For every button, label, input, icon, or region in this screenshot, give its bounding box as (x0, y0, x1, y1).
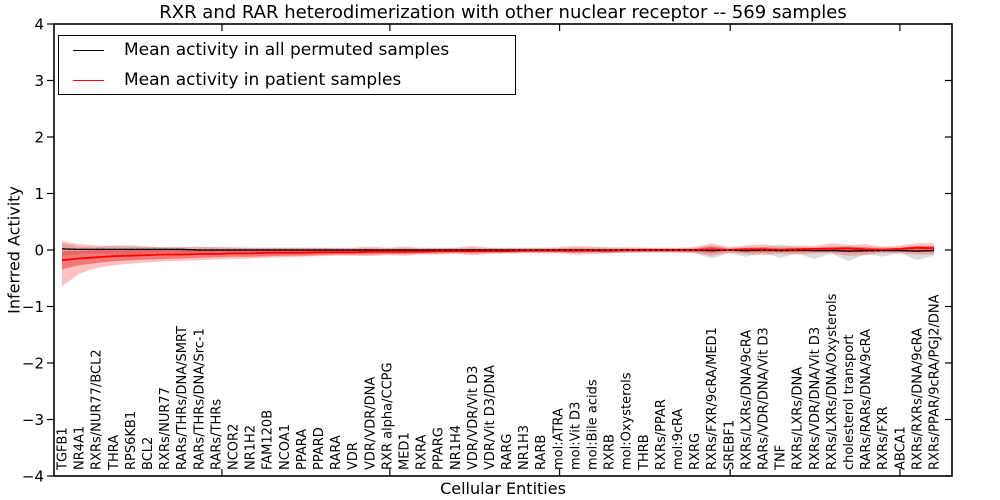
x-tick-label: RXRs/NUR77/BCL2 (90, 349, 105, 470)
x-tick-label: RXRs/RXRs/DNA/9cRA (910, 328, 925, 470)
x-tick-label: RXRs/LXRs/DNA (791, 367, 806, 470)
patient-samples-inner-band-fill (62, 246, 934, 270)
y-tick-label: 3 (34, 72, 44, 90)
x-tick-label: mol:Bile acids (586, 379, 601, 470)
x-tick-label: mol:9cRA (671, 408, 686, 470)
x-tick-label: RXRs/PPAR (654, 399, 669, 470)
x-tick-label: PPARD (312, 427, 327, 470)
x-tick-label: VDR (346, 442, 361, 470)
x-tick-label: RXRs/PPAR/9cRA/PGJ2/DNA (928, 294, 943, 470)
x-tick-label: THRB (637, 434, 652, 471)
x-tick-label: THRA (107, 435, 122, 471)
x-tick-label: SREBF1 (722, 420, 737, 470)
y-tick-label: −4 (22, 467, 44, 485)
y-tick-label: −1 (22, 298, 44, 316)
x-tick-label: ABCA1 (893, 426, 908, 470)
patient-mean-line (61, 246, 935, 262)
x-tick-label: RARs/THRs/DNA/SMRT (175, 326, 190, 470)
chart-title: RXR and RAR heterodimerization with othe… (159, 2, 847, 23)
y-tick-label: 0 (34, 241, 44, 259)
x-tick-label: mol:ATRA (551, 408, 566, 470)
legend: Mean activity in all permuted samples Me… (58, 35, 516, 95)
y-axis-title: Inferred Activity (4, 186, 24, 314)
x-tick-label: RXRs/FXR (876, 406, 891, 470)
x-tick-label: NCOA1 (278, 424, 293, 470)
x-tick-label: RPS6KB1 (124, 411, 139, 470)
x-axis-title: Cellular Entities (440, 479, 566, 498)
x-tick-label: RARs/THRs (209, 399, 224, 470)
x-tick-label: NR1H3 (517, 425, 532, 470)
legend-label: Mean activity in patient samples (124, 70, 402, 90)
legend-entry-patient: Mean activity in patient samples (59, 67, 515, 93)
legend-line-sample-red (73, 79, 104, 81)
y-tick-label: −2 (22, 354, 44, 372)
x-tick-label: TNF (774, 445, 789, 471)
x-tick-label: mol:Oxysterols (620, 372, 635, 470)
x-tick-label: NCOR2 (226, 424, 241, 470)
x-tick-label: cholesterol transport (842, 334, 857, 470)
x-tick-label: RXRs/LXRs/DNA/Oxysterols (825, 293, 840, 470)
x-tick-label: RXRB (603, 434, 618, 470)
x-tick-label: NR4A1 (73, 426, 88, 470)
x-tick-label: VDR/VDR/Vit D3 (466, 366, 481, 470)
x-tick-label: mol:Vit D3 (568, 402, 583, 470)
x-tick-label: BCL2 (141, 437, 156, 470)
x-tick-label: RARs/VDR/DNA/Vit D3 (757, 327, 772, 470)
x-tick-label: NR1H2 (244, 425, 259, 470)
x-tick-label: VDR/VDR/DNA (363, 377, 378, 470)
x-tick-label: PPARG (432, 427, 447, 470)
x-tick-label: TGFB1 (56, 427, 71, 471)
x-tick-label: NR1H4 (449, 425, 464, 470)
x-tick-label: RXRs/NUR77 (158, 387, 173, 470)
x-tick-label: RARs/THRs/DNA/Src-1 (192, 328, 207, 470)
x-tick-label: RXRs/VDR/DNA/Vit D3 (808, 327, 823, 470)
y-tick-label: 4 (34, 15, 44, 33)
y-tick-label: 1 (34, 185, 44, 203)
x-tick-label: RXRG (688, 433, 703, 470)
x-tick-label: RARB (534, 435, 549, 470)
permuted-samples-band-fill (62, 243, 934, 262)
x-tick-label: FAM120B (261, 410, 276, 470)
legend-entry-permuted: Mean activity in all permuted samples (59, 37, 515, 63)
x-tick-label: VDR/Vit D3/DNA (483, 365, 498, 470)
y-tick-label: −3 (22, 411, 44, 429)
legend-label: Mean activity in all permuted samples (124, 40, 450, 60)
x-tick-label: RXRA (415, 435, 430, 470)
x-tick-label: RARG (500, 433, 515, 470)
x-tick-label: RARA (329, 435, 344, 470)
x-tick-label: RARs/RARs/DNA/9cRA (859, 329, 874, 470)
x-tick-label: RXR alpha/CCPG (380, 362, 395, 470)
legend-line-sample-black (73, 49, 104, 51)
x-tick-label: PPARA (295, 429, 310, 470)
x-tick-label: RXRs/LXRs/DNA/9cRA (739, 330, 754, 470)
x-tick-label: MED1 (397, 432, 412, 470)
x-tick-label: RXRs/FXR/9cRA/MED1 (705, 327, 720, 470)
y-tick-label: 2 (34, 128, 44, 146)
